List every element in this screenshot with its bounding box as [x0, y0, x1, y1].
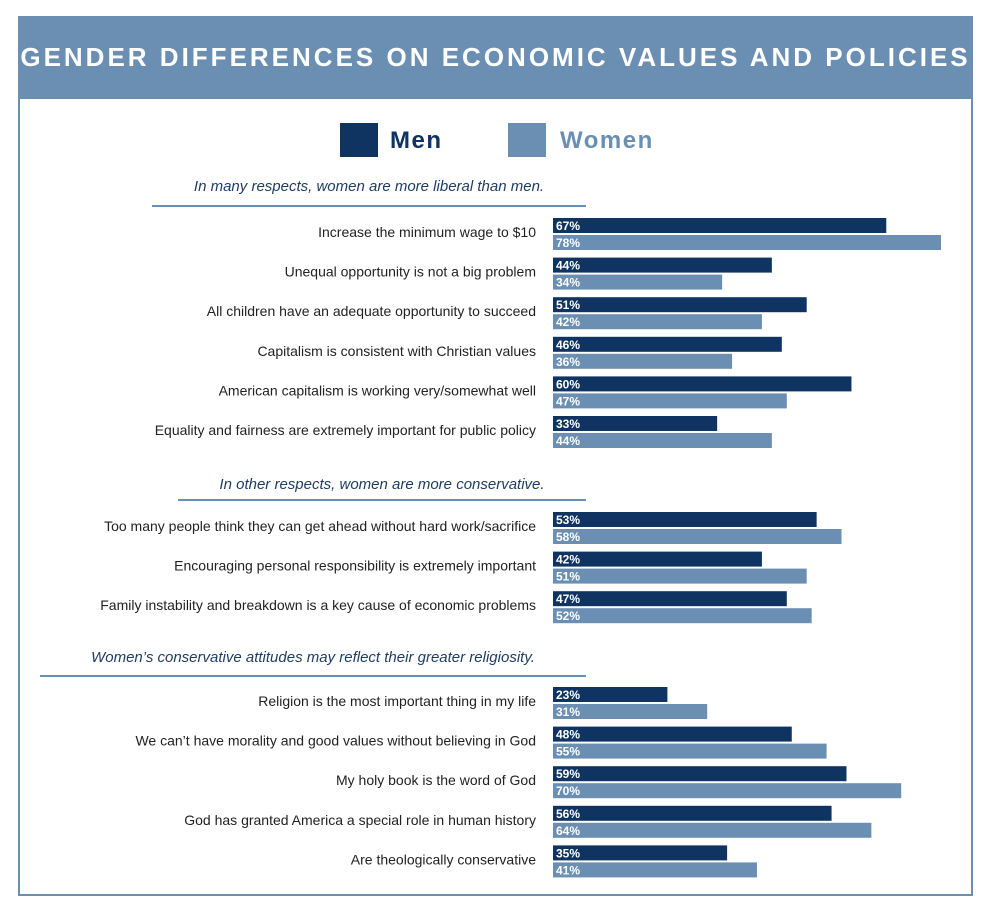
row-label: Unequal opportunity is not a big problem — [285, 264, 536, 280]
bar-men — [553, 257, 772, 273]
row-label: Encouraging personal responsibility is e… — [174, 558, 536, 574]
bar-women — [553, 704, 708, 719]
bar-women — [553, 568, 807, 584]
row-label: All children have an adequate opportunit… — [207, 303, 536, 319]
row-label: We can’t have morality and good values w… — [135, 733, 536, 749]
row-label: Increase the minimum wage to $10 — [318, 224, 536, 240]
section-title: Women’s conservative attitudes may refle… — [91, 649, 535, 666]
row-label: Equality and fairness are extremely impo… — [155, 422, 536, 438]
bar-men — [553, 297, 807, 313]
legend-label-women: Women — [560, 127, 654, 154]
bar-women — [553, 393, 787, 409]
bar-men — [553, 512, 817, 527]
row-label: Are theologically conservative — [351, 851, 536, 867]
title-banner — [18, 16, 973, 99]
bar-women — [553, 314, 762, 330]
bar-value-women: 78% — [556, 236, 580, 250]
bar-value-men: 46% — [556, 338, 580, 352]
bar-value-women: 64% — [556, 824, 580, 838]
bar-value-men: 56% — [556, 807, 580, 821]
chart-title: GENDER DIFFERENCES ON ECONOMIC VALUES AN… — [20, 42, 971, 72]
row-label: Religion is the most important thing in … — [258, 693, 536, 709]
bar-value-men: 59% — [556, 767, 580, 781]
bar-value-women: 58% — [556, 530, 580, 544]
bar-men — [553, 845, 728, 861]
bar-value-women: 70% — [556, 784, 580, 798]
bar-women — [553, 862, 757, 878]
bar-women — [553, 822, 872, 838]
bar-value-men: 42% — [556, 553, 580, 567]
section-title: In other respects, women are more conser… — [219, 476, 544, 493]
bar-value-women: 55% — [556, 745, 580, 759]
bar-women — [553, 783, 902, 799]
bar-value-men: 53% — [556, 513, 580, 527]
legend-swatch-men — [340, 123, 378, 157]
bar-value-men: 23% — [556, 688, 580, 702]
bar-value-men: 33% — [556, 417, 580, 431]
row-label: God has granted America a special role i… — [184, 812, 536, 828]
legend-swatch-women — [508, 123, 546, 157]
bar-men — [553, 805, 832, 821]
bar-value-men: 47% — [556, 592, 580, 606]
bar-value-men: 67% — [556, 219, 580, 233]
section-title: In many respects, women are more liberal… — [194, 178, 544, 195]
bar-women — [553, 353, 733, 369]
row-label: Family instability and breakdown is a ke… — [100, 597, 536, 613]
bar-value-women: 47% — [556, 394, 580, 408]
bar-value-men: 60% — [556, 377, 580, 391]
bar-value-women: 42% — [556, 315, 580, 329]
bar-value-men: 44% — [556, 259, 580, 273]
bar-value-women: 52% — [556, 609, 580, 623]
bar-value-women: 51% — [556, 570, 580, 584]
bar-men — [553, 336, 782, 352]
row-label: Too many people think they can get ahead… — [104, 518, 536, 534]
bar-women — [553, 608, 812, 624]
bar-women — [553, 433, 772, 448]
bar-women — [553, 529, 842, 544]
bar-value-women: 41% — [556, 863, 580, 877]
legend-label-men: Men — [390, 127, 443, 154]
bar-value-women: 31% — [556, 705, 580, 719]
row-label: American capitalism is working very/some… — [219, 382, 536, 398]
bar-value-men: 48% — [556, 728, 580, 742]
bar-women — [553, 274, 723, 290]
bar-value-women: 34% — [556, 276, 580, 290]
bar-men — [553, 416, 718, 431]
bar-women — [553, 743, 827, 759]
bar-value-women: 36% — [556, 355, 580, 369]
bar-value-women: 44% — [556, 434, 580, 448]
row-label: Capitalism is consistent with Christian … — [257, 343, 536, 359]
bar-value-men: 35% — [556, 846, 580, 860]
bar-men — [553, 766, 847, 782]
bar-women — [553, 235, 941, 250]
bar-men — [553, 726, 792, 742]
bar-men — [553, 687, 668, 702]
bar-men — [553, 591, 787, 607]
bar-men — [553, 376, 852, 392]
bar-value-men: 51% — [556, 298, 580, 312]
row-label: My holy book is the word of God — [336, 772, 536, 788]
bar-men — [553, 218, 887, 233]
bar-men — [553, 551, 762, 567]
